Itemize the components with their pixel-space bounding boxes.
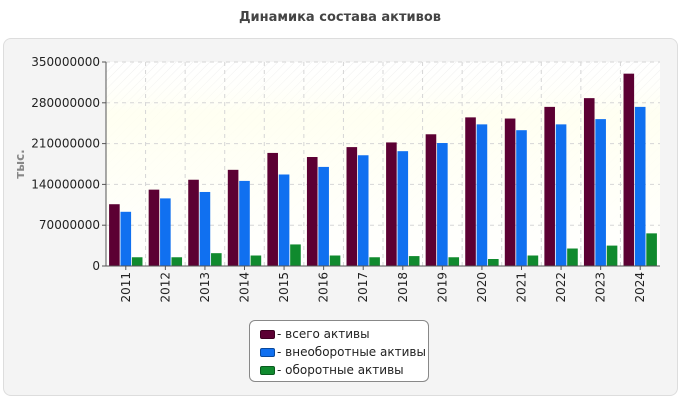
bar-current-assets xyxy=(211,253,222,266)
y-tick-label: 210000000 xyxy=(31,137,100,151)
bar-noncurrent-assets xyxy=(516,130,527,266)
bar-total-assets xyxy=(267,152,278,266)
legend-label-noncurrent-assets: - внеоборотные активы xyxy=(277,345,426,359)
x-tick-label: 2019 xyxy=(435,272,449,303)
legend: - всего активы - внеоборотные активы - о… xyxy=(249,320,429,382)
bar-total-assets xyxy=(109,204,120,266)
bar-total-assets xyxy=(504,118,516,266)
x-tick-label: 2018 xyxy=(396,272,410,303)
bar-total-assets xyxy=(346,147,358,266)
bar-noncurrent-assets xyxy=(437,143,448,266)
bar-current-assets xyxy=(290,244,301,266)
x-tick-label: 2022 xyxy=(554,272,568,303)
bar-noncurrent-assets xyxy=(476,124,488,266)
bar-total-assets xyxy=(544,106,555,266)
x-tick-label: 2024 xyxy=(633,272,647,303)
y-tick-label: 280000000 xyxy=(31,96,100,110)
bar-current-assets xyxy=(646,233,657,266)
y-tick-label: 0 xyxy=(92,259,100,273)
bar-current-assets xyxy=(329,255,341,266)
y-tick-label: 350000000 xyxy=(31,55,100,69)
legend-swatch-current-assets xyxy=(260,365,275,375)
y-axis-title: тыс. xyxy=(13,149,27,178)
x-tick-label: 2011 xyxy=(119,272,133,303)
x-tick-label: 2023 xyxy=(594,272,608,303)
bar-current-assets xyxy=(527,255,539,266)
bar-total-assets xyxy=(148,189,160,266)
legend-label-total-assets: - всего активы xyxy=(277,327,370,341)
bar-current-assets xyxy=(250,255,262,266)
bar-noncurrent-assets xyxy=(120,211,132,266)
bar-noncurrent-assets xyxy=(357,155,369,266)
bar-total-assets xyxy=(425,134,437,266)
bar-total-assets xyxy=(227,169,239,266)
y-tick-label: 70000000 xyxy=(39,218,100,232)
bar-noncurrent-assets xyxy=(397,151,409,266)
legend-item-total-assets[interactable]: - всего активы xyxy=(260,327,370,341)
legend-item-current-assets[interactable]: - оборотные активы xyxy=(260,363,404,377)
x-tick-label: 2017 xyxy=(356,272,370,303)
bar-noncurrent-assets xyxy=(318,166,329,266)
legend-swatch-total-assets xyxy=(260,329,275,339)
chart-title: Динамика состава активов xyxy=(238,10,442,25)
x-tick-label: 2012 xyxy=(158,272,172,303)
x-tick-label: 2020 xyxy=(475,272,489,303)
bar-noncurrent-assets xyxy=(634,106,646,266)
bar-current-assets xyxy=(606,245,618,266)
bar-noncurrent-assets xyxy=(199,191,211,266)
bar-noncurrent-assets xyxy=(160,198,171,266)
bar-noncurrent-assets xyxy=(239,180,250,266)
bar-current-assets xyxy=(369,257,380,266)
bar-current-assets xyxy=(488,259,499,266)
legend-swatch-noncurrent-assets xyxy=(260,347,275,357)
bar-total-assets xyxy=(306,157,318,266)
x-tick-label: 2021 xyxy=(515,272,529,303)
bar-current-assets xyxy=(567,248,578,266)
bar-total-assets xyxy=(188,179,199,266)
bar-total-assets xyxy=(623,73,635,267)
y-tick-label: 140000000 xyxy=(31,177,100,191)
bar-noncurrent-assets xyxy=(555,124,567,266)
bar-noncurrent-assets xyxy=(278,174,290,266)
bar-noncurrent-assets xyxy=(595,119,606,267)
bar-total-assets xyxy=(465,117,476,266)
legend-item-noncurrent-assets[interactable]: - внеоборотные активы xyxy=(260,345,426,359)
x-tick-label: 2016 xyxy=(317,272,331,303)
bar-current-assets xyxy=(408,256,420,266)
legend-label-current-assets: - оборотные активы xyxy=(277,363,404,377)
bar-current-assets xyxy=(448,257,460,266)
x-tick-label: 2015 xyxy=(277,272,291,303)
bar-current-assets xyxy=(171,257,183,266)
bar-total-assets xyxy=(583,98,595,266)
bar-total-assets xyxy=(386,142,397,266)
x-tick-label: 2014 xyxy=(238,272,252,303)
bar-current-assets xyxy=(131,257,143,266)
x-tick-label: 2013 xyxy=(198,272,212,303)
